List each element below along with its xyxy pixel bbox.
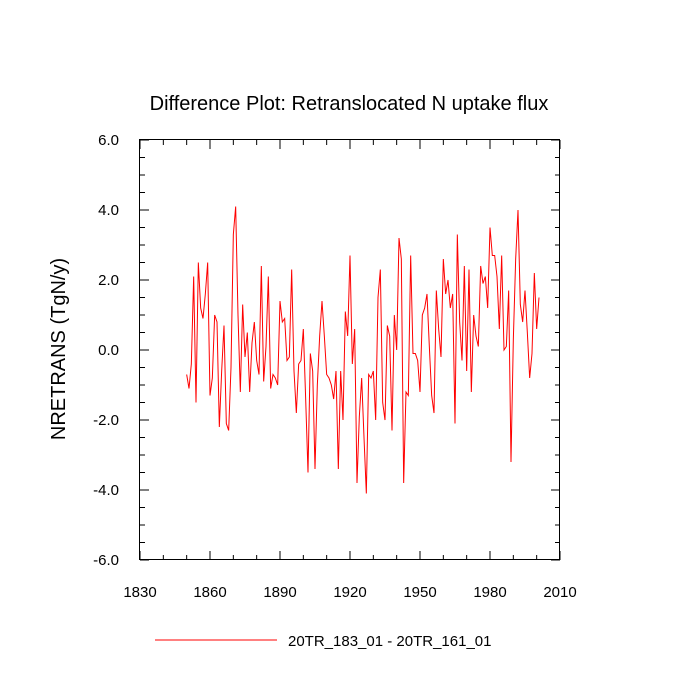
y-tick-label: 4.0 — [98, 202, 119, 219]
legend-label: 20TR_183_01 - 20TR_161_01 — [288, 633, 491, 650]
y-tick-label: 6.0 — [98, 132, 119, 149]
y-tick-label: 2.0 — [98, 272, 119, 289]
series-line — [186, 206, 540, 494]
series-group — [186, 206, 540, 494]
x-tick-labels: 1830 1860 1890 1920 1950 1980 2010 — [123, 584, 576, 601]
x-tick-label: 1980 — [473, 584, 506, 601]
plot-frame — [139, 139, 560, 560]
axis-ticks — [139, 139, 561, 561]
y-tick-label: -2.0 — [93, 412, 119, 429]
x-tick-label: 1920 — [333, 584, 366, 601]
chart-title: Difference Plot: Retranslocated N uptake… — [150, 93, 549, 115]
y-tick-label: -6.0 — [93, 552, 119, 569]
y-tick-label: 0.0 — [98, 342, 119, 359]
y-tick-label: -4.0 — [93, 482, 119, 499]
x-tick-label: 1950 — [403, 584, 436, 601]
y-axis-label: NRETRANS (TgN/y) — [48, 258, 70, 440]
x-tick-label: 1830 — [123, 584, 156, 601]
x-tick-label: 2010 — [543, 584, 576, 601]
x-tick-label: 1860 — [193, 584, 226, 601]
x-tick-label: 1890 — [263, 584, 296, 601]
y-tick-labels: -6.0 -4.0 -2.0 0.0 2.0 4.0 6.0 — [93, 132, 119, 569]
